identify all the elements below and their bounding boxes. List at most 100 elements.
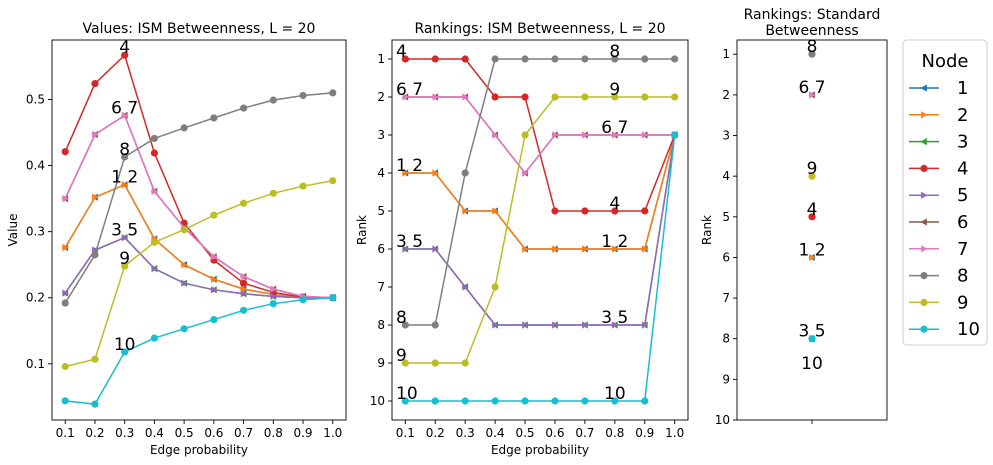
point-annotation: 10 [604,384,626,404]
data-point-node-5 [492,321,499,329]
series-line-node-8 [405,58,675,326]
x-tick-label: 0.8 [605,426,624,440]
series-line-node-10 [65,296,333,405]
series-line-node-7 [64,114,333,299]
data-point-node-10 [401,397,409,405]
data-point-node-7 [240,272,248,281]
series-line-node-9 [405,96,675,364]
x-tick-label: 0.4 [145,426,164,440]
data-point-node-4 [401,55,409,63]
data-point-node-5 [611,321,619,329]
legend-frame [902,39,988,346]
data-point-node-2 [402,169,409,177]
data-point-node-8 [91,251,99,259]
data-point-node-9 [180,226,188,234]
x-tick-label: 0.9 [635,426,654,440]
point-annotation: 9 [396,346,407,366]
y-tick-label: 10 [370,394,385,408]
data-point-node-8 [641,55,649,63]
series-line-node-4 [64,53,333,299]
data-point-node-9 [61,362,69,371]
series-line-node-8 [64,92,333,304]
data-point-node-10 [329,294,337,302]
legend-label-node-9: 9 [957,292,968,313]
point-annotation: 6 7 [396,80,423,100]
data-point-node-2 [240,285,248,293]
y-tick-label: 7 [377,280,385,294]
data-point-node-2 [492,207,499,215]
y-axis-label: Rank [355,215,369,245]
legend-marker-node-8 [920,272,928,280]
data-point-node-7 [151,187,159,195]
data-point-node-4 [239,279,248,287]
data-point-node-4 [121,51,129,59]
legend-marker-node-6 [920,218,927,226]
data-point-node-7 [641,131,649,139]
series-line-node-3 [64,236,333,299]
legend-marker-node-1 [920,84,927,92]
data-point-node-10 [611,397,619,405]
x-tick-label: 0.7 [575,426,594,440]
data-point-node-2 [552,245,559,253]
panel-title-line-2: Betweenness [765,23,858,39]
data-point-node-10 [239,306,248,314]
point-annotation: 4 [119,38,130,58]
y-tick-label: 4 [722,169,730,183]
legend-marker-node-10 [920,325,928,333]
y-axis-label: Rank [700,215,714,245]
data-point-node-9 [808,172,816,180]
data-point-node-4 [521,93,529,101]
y-axis-label: Value [6,214,20,247]
data-point-node-10 [269,300,277,308]
series-line-node-9 [65,180,333,368]
data-point-node-9 [269,189,277,197]
plot-frame [391,39,689,421]
data-point-node-2 [92,193,99,201]
point-annotation: 4 [396,42,407,62]
legend: Node 1 2 3 4 5 6 7 8 9 10 [902,39,988,346]
data-point-node-5 [432,245,439,253]
x-axis-label: Edge probability [150,443,248,457]
panel-title: Rankings: ISM Betweenness, L = 20 [414,21,665,37]
data-point-node-8 [180,124,188,132]
data-point-node-7 [210,253,218,261]
series-line-node-5 [405,134,676,326]
data-point-node-10 [551,397,559,405]
data-point-node-8 [671,55,679,63]
series-line-node-10 [405,134,676,402]
data-point-node-7 [270,285,277,293]
data-point-node-7 [92,130,99,139]
plot-frame [51,39,347,421]
data-point-node-10 [491,397,499,405]
data-point-node-9 [121,262,129,270]
data-point-node-4 [91,80,99,88]
data-point-node-7 [492,131,499,139]
point-annotation: 10 [396,384,418,404]
legend-marker-node-4 [920,164,928,172]
data-point-node-5 [181,279,188,287]
data-point-node-10 [461,397,469,405]
legend-label-node-7: 7 [957,239,968,260]
x-axis-label: Edge probability [491,443,589,457]
x-tick-label: 0.6 [545,426,564,440]
data-point-node-10 [808,335,816,343]
data-point-node-8 [269,96,277,104]
data-point-node-2 [641,245,649,253]
data-point-node-8 [61,299,69,307]
point-annotation: 6 7 [798,78,825,98]
series-line-node-3 [405,134,676,326]
y-tick-label: 2 [377,90,385,104]
x-tick-label: 0.4 [486,426,505,440]
data-point-node-9 [239,199,248,207]
legend-marker-node-2 [921,111,928,119]
data-point-node-10 [521,397,529,405]
data-point-node-5 [522,321,529,329]
point-annotation: 3 5 [111,221,138,241]
point-annotation: 9 [609,80,620,100]
y-tick-label: 0.3 [26,225,45,239]
data-point-node-2 [62,243,69,252]
data-point-node-5 [270,292,277,301]
series-line-node-5 [64,236,333,299]
point-annotation: 9 [119,249,130,269]
